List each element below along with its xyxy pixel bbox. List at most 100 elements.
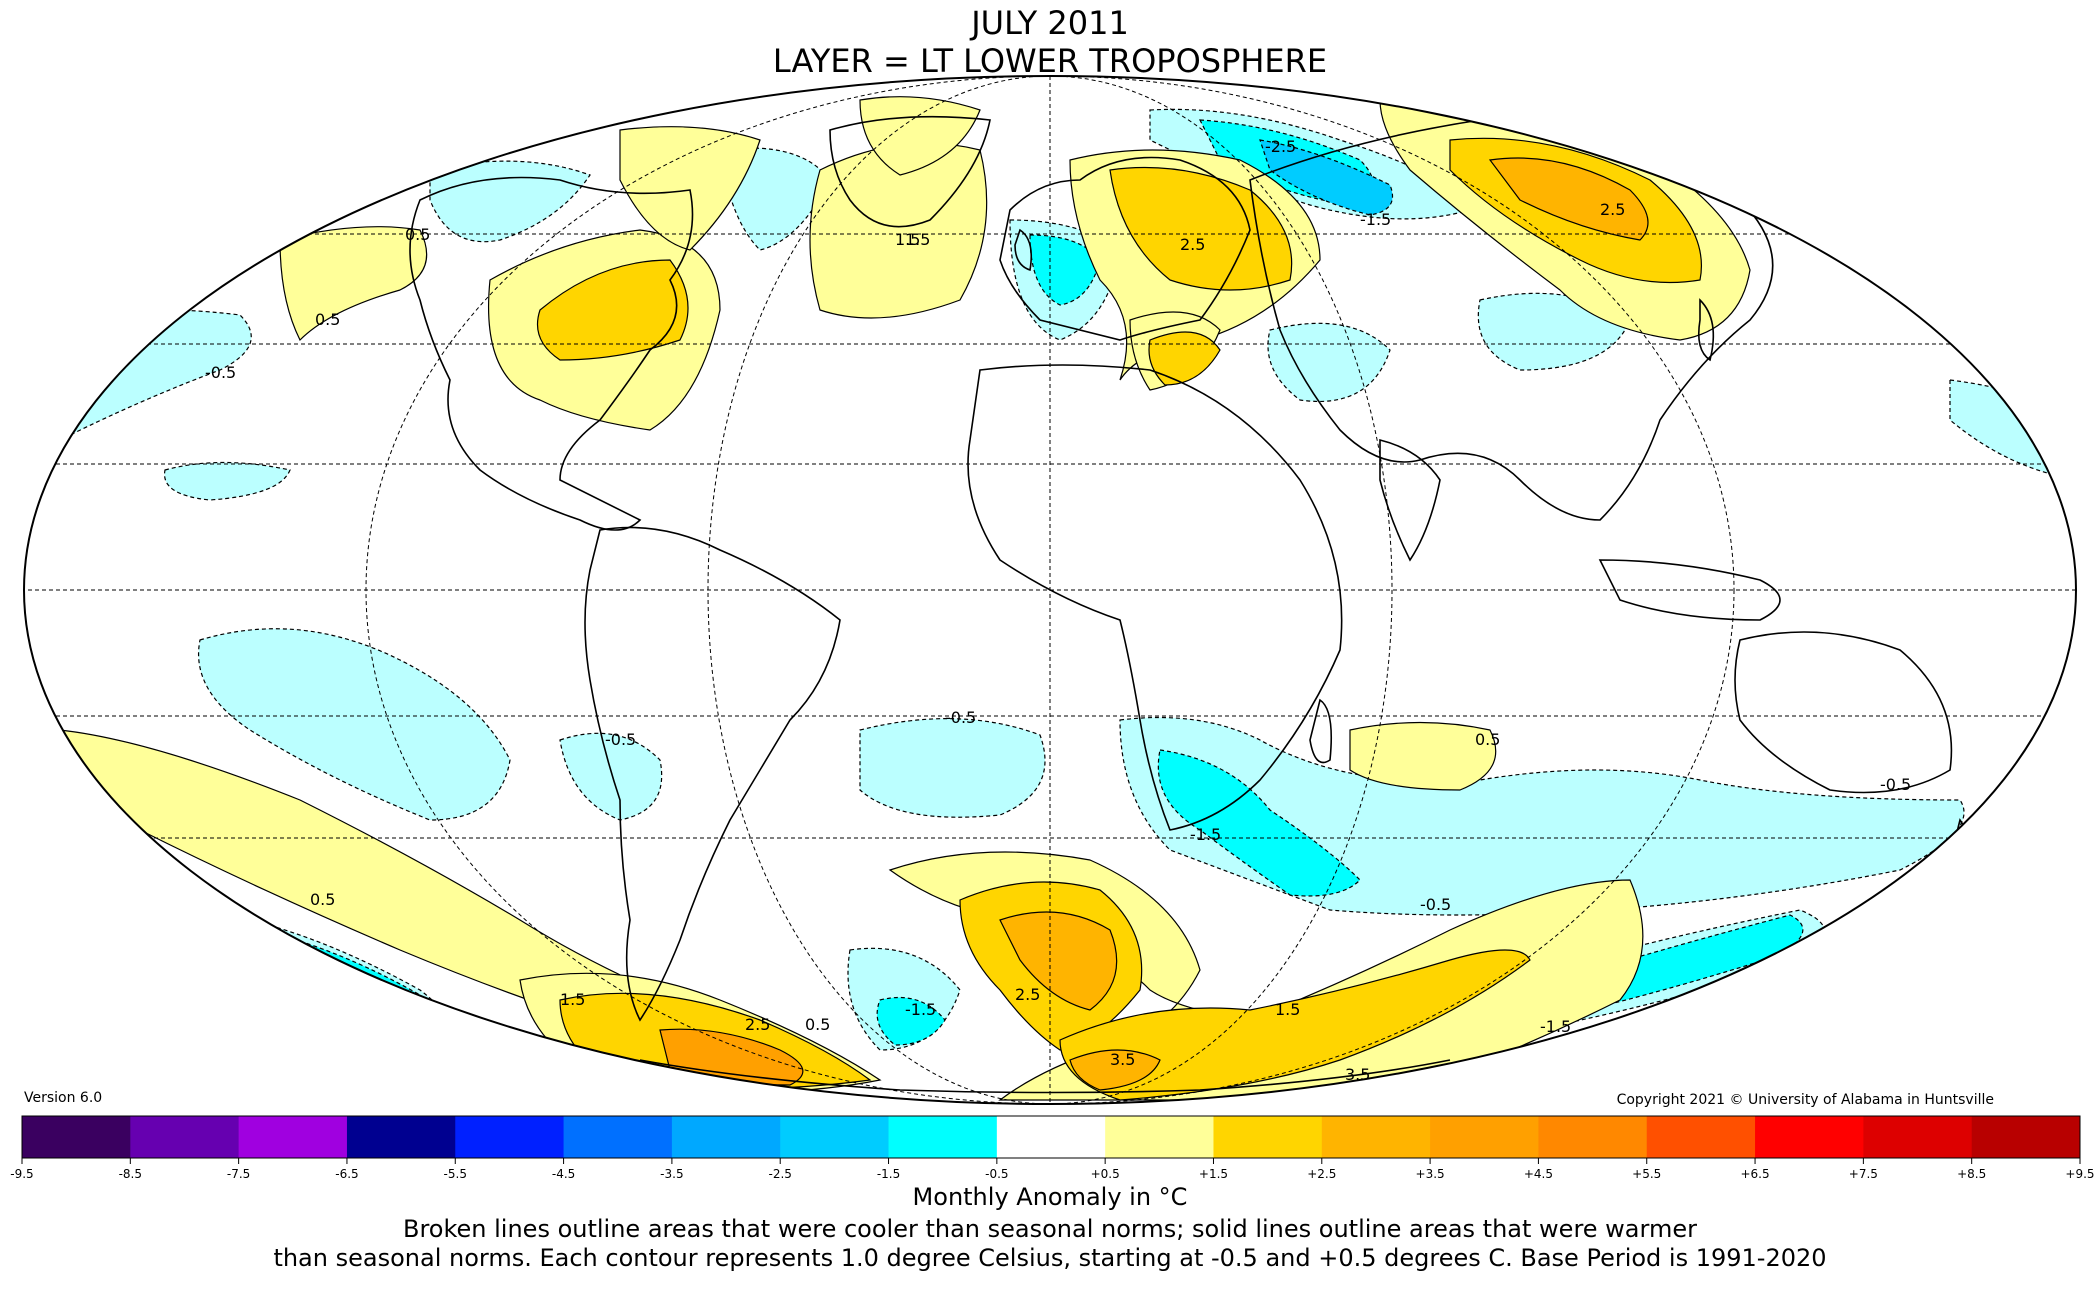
colorbar-swatches [22,1116,2081,1158]
contour-label: 3.5 [1110,1050,1135,1069]
colorbar-tick-label: -7.5 [227,1167,250,1181]
meridian-120 [365,76,1735,1104]
colorbar-tick-label: +4.5 [1524,1167,1553,1181]
british-isles-outline [1014,228,1033,272]
warm-core-north-america [536,259,689,361]
graticule [24,76,2076,1104]
colorbar-caption: Monthly Anomaly in °C [912,1183,1188,1211]
meridian-60 [707,76,1393,1104]
colorbar-border [21,1115,2081,1159]
warm-core-siberia-inner [1488,157,1649,241]
contour-label: -0.5 [1420,895,1451,914]
cool-region-south-atlantic [859,718,1046,818]
warm-core-south-atlantic-inner [999,911,1118,1011]
europe-outline [999,156,1251,341]
colorbar-tick-label: +7.5 [1849,1167,1878,1181]
colorbar-tick-label: +5.5 [1632,1167,1661,1181]
japan-outline [1697,298,1715,362]
colorbar: -9.5 -8.5 -7.5 -6.5 -5.5 -4.5 -3.5 -2.5 -1.5 -0.5… [10,1115,2095,1181]
colorbar-swatch [1755,1116,1864,1158]
colorbar-tick-label: +8.5 [1957,1167,1986,1181]
colorbar-swatch [455,1116,565,1158]
colorbar-tick-label: +2.5 [1307,1167,1336,1181]
contour-label: -1.5 [1540,1017,1571,1036]
contour-label: 0.5 [310,890,335,909]
contour-label: -1.5 [905,1000,936,1019]
colorbar-tick-label: -6.5 [335,1167,358,1181]
colorbar-swatch [1321,1116,1431,1158]
contour-label: 2.5 [1015,985,1040,1004]
contour-label: 2.5 [745,1015,770,1034]
contour-label: -0.5 [945,708,976,727]
cool-region-alaska-canada [429,160,591,243]
contour-label: 1.5 [905,230,930,249]
contour-label: 0.5 [405,225,430,244]
contour-label: 1.5 [560,990,585,1009]
contour-label: 2.5 [1600,200,1625,219]
colorbar-swatch [1213,1116,1323,1158]
contour-label: -1.5 [1190,825,1221,844]
colorbar-tick-label: -8.5 [119,1167,142,1181]
colorbar-tick-label: -3.5 [660,1167,683,1181]
contour-labels: 0.5 -0.5 0.5 1.5 2.5 -1.5 -2.5 3.5 2.5 1… [205,137,1911,1084]
warm-core-southern-ocean [1059,949,1531,1101]
warm-region-alaska [279,226,428,342]
greenland-outline [829,115,991,228]
colorbar-tick-label: +1.5 [1199,1167,1228,1181]
warm-core-scandinavia [1109,166,1293,291]
warm-region-south-indian-ocean [1349,721,1497,791]
colorbar-swatch [1971,1116,2081,1158]
colorbar-swatch [888,1116,998,1158]
cool-region-greenland [719,147,831,251]
warm-region-canada-arctic [619,126,761,251]
contour-label: -1.5 [1360,210,1391,229]
australia-outline [1734,631,1953,794]
colorbar-tick-label: +0.5 [1091,1167,1120,1181]
colorbar-tick-label: -4.5 [552,1167,575,1181]
contour-label: 0.5 [805,1015,830,1034]
colorbar-ticks: -9.5 -8.5 -7.5 -6.5 -5.5 -4.5 -3.5 -2.5 -1.5 -0.5… [10,1158,2095,1181]
north-america-outline [409,176,694,531]
madagascar-outline [1309,698,1333,764]
contour-label: -2.5 [1265,137,1296,156]
colorbar-tick-label: -1.5 [877,1167,900,1181]
colorbar-swatch [22,1116,131,1158]
colorbar-tick-label: -9.5 [10,1167,33,1181]
map-subtitle: LAYER = LT LOWER TROPOSPHERE [772,42,1328,80]
cold-core-drake [876,996,946,1046]
contour-label: -0.5 [605,730,636,749]
contour-label: 0.5 [315,310,340,329]
colorbar-swatch [996,1116,1106,1158]
cool-region-south-america-west [559,732,663,821]
antarctica-outline [639,1059,1451,1094]
contour-label: 0.5 [1475,730,1500,749]
colorbar-swatch [780,1116,890,1158]
cold-core-europe [1029,234,1101,306]
colorbar-swatch [1538,1116,1648,1158]
contour-label: 1.5 [1275,1000,1300,1019]
contour-label: 2.5 [1180,235,1205,254]
colorbar-swatch [1863,1116,1973,1158]
africa-outline [967,364,1343,831]
colorbar-swatch [1105,1116,1214,1158]
warm-core-southern-ocean-inner [1069,1049,1161,1091]
india-outline [1379,438,1441,562]
cool-region-hawaii [163,461,291,501]
colorbar-swatch [1646,1116,1756,1158]
version-label: Version 6.0 [24,1090,103,1106]
colorbar-tick-label: -0.5 [985,1167,1008,1181]
cool-region-central-asia [1267,322,1391,402]
caption-line-2: than seasonal norms. Each contour repres… [273,1244,1827,1272]
contour-label: -0.5 [205,363,236,382]
colorbar-tick-label: -2.5 [768,1167,791,1181]
southeast-asia-islands-outline [1598,559,1781,621]
map-title: JULY 2011 [971,4,1129,42]
colorbar-swatch [346,1116,456,1158]
colorbar-tick-label: +9.5 [2065,1167,2094,1181]
colorbar-tick-label: +3.5 [1416,1167,1445,1181]
cold-core-siberia-inner [1259,139,1394,216]
colorbar-swatch [563,1116,673,1158]
caption-line-1: Broken lines outline areas that were coo… [403,1215,1697,1243]
colorbar-swatch [130,1116,240,1158]
warm-core-north-africa [1148,331,1221,386]
